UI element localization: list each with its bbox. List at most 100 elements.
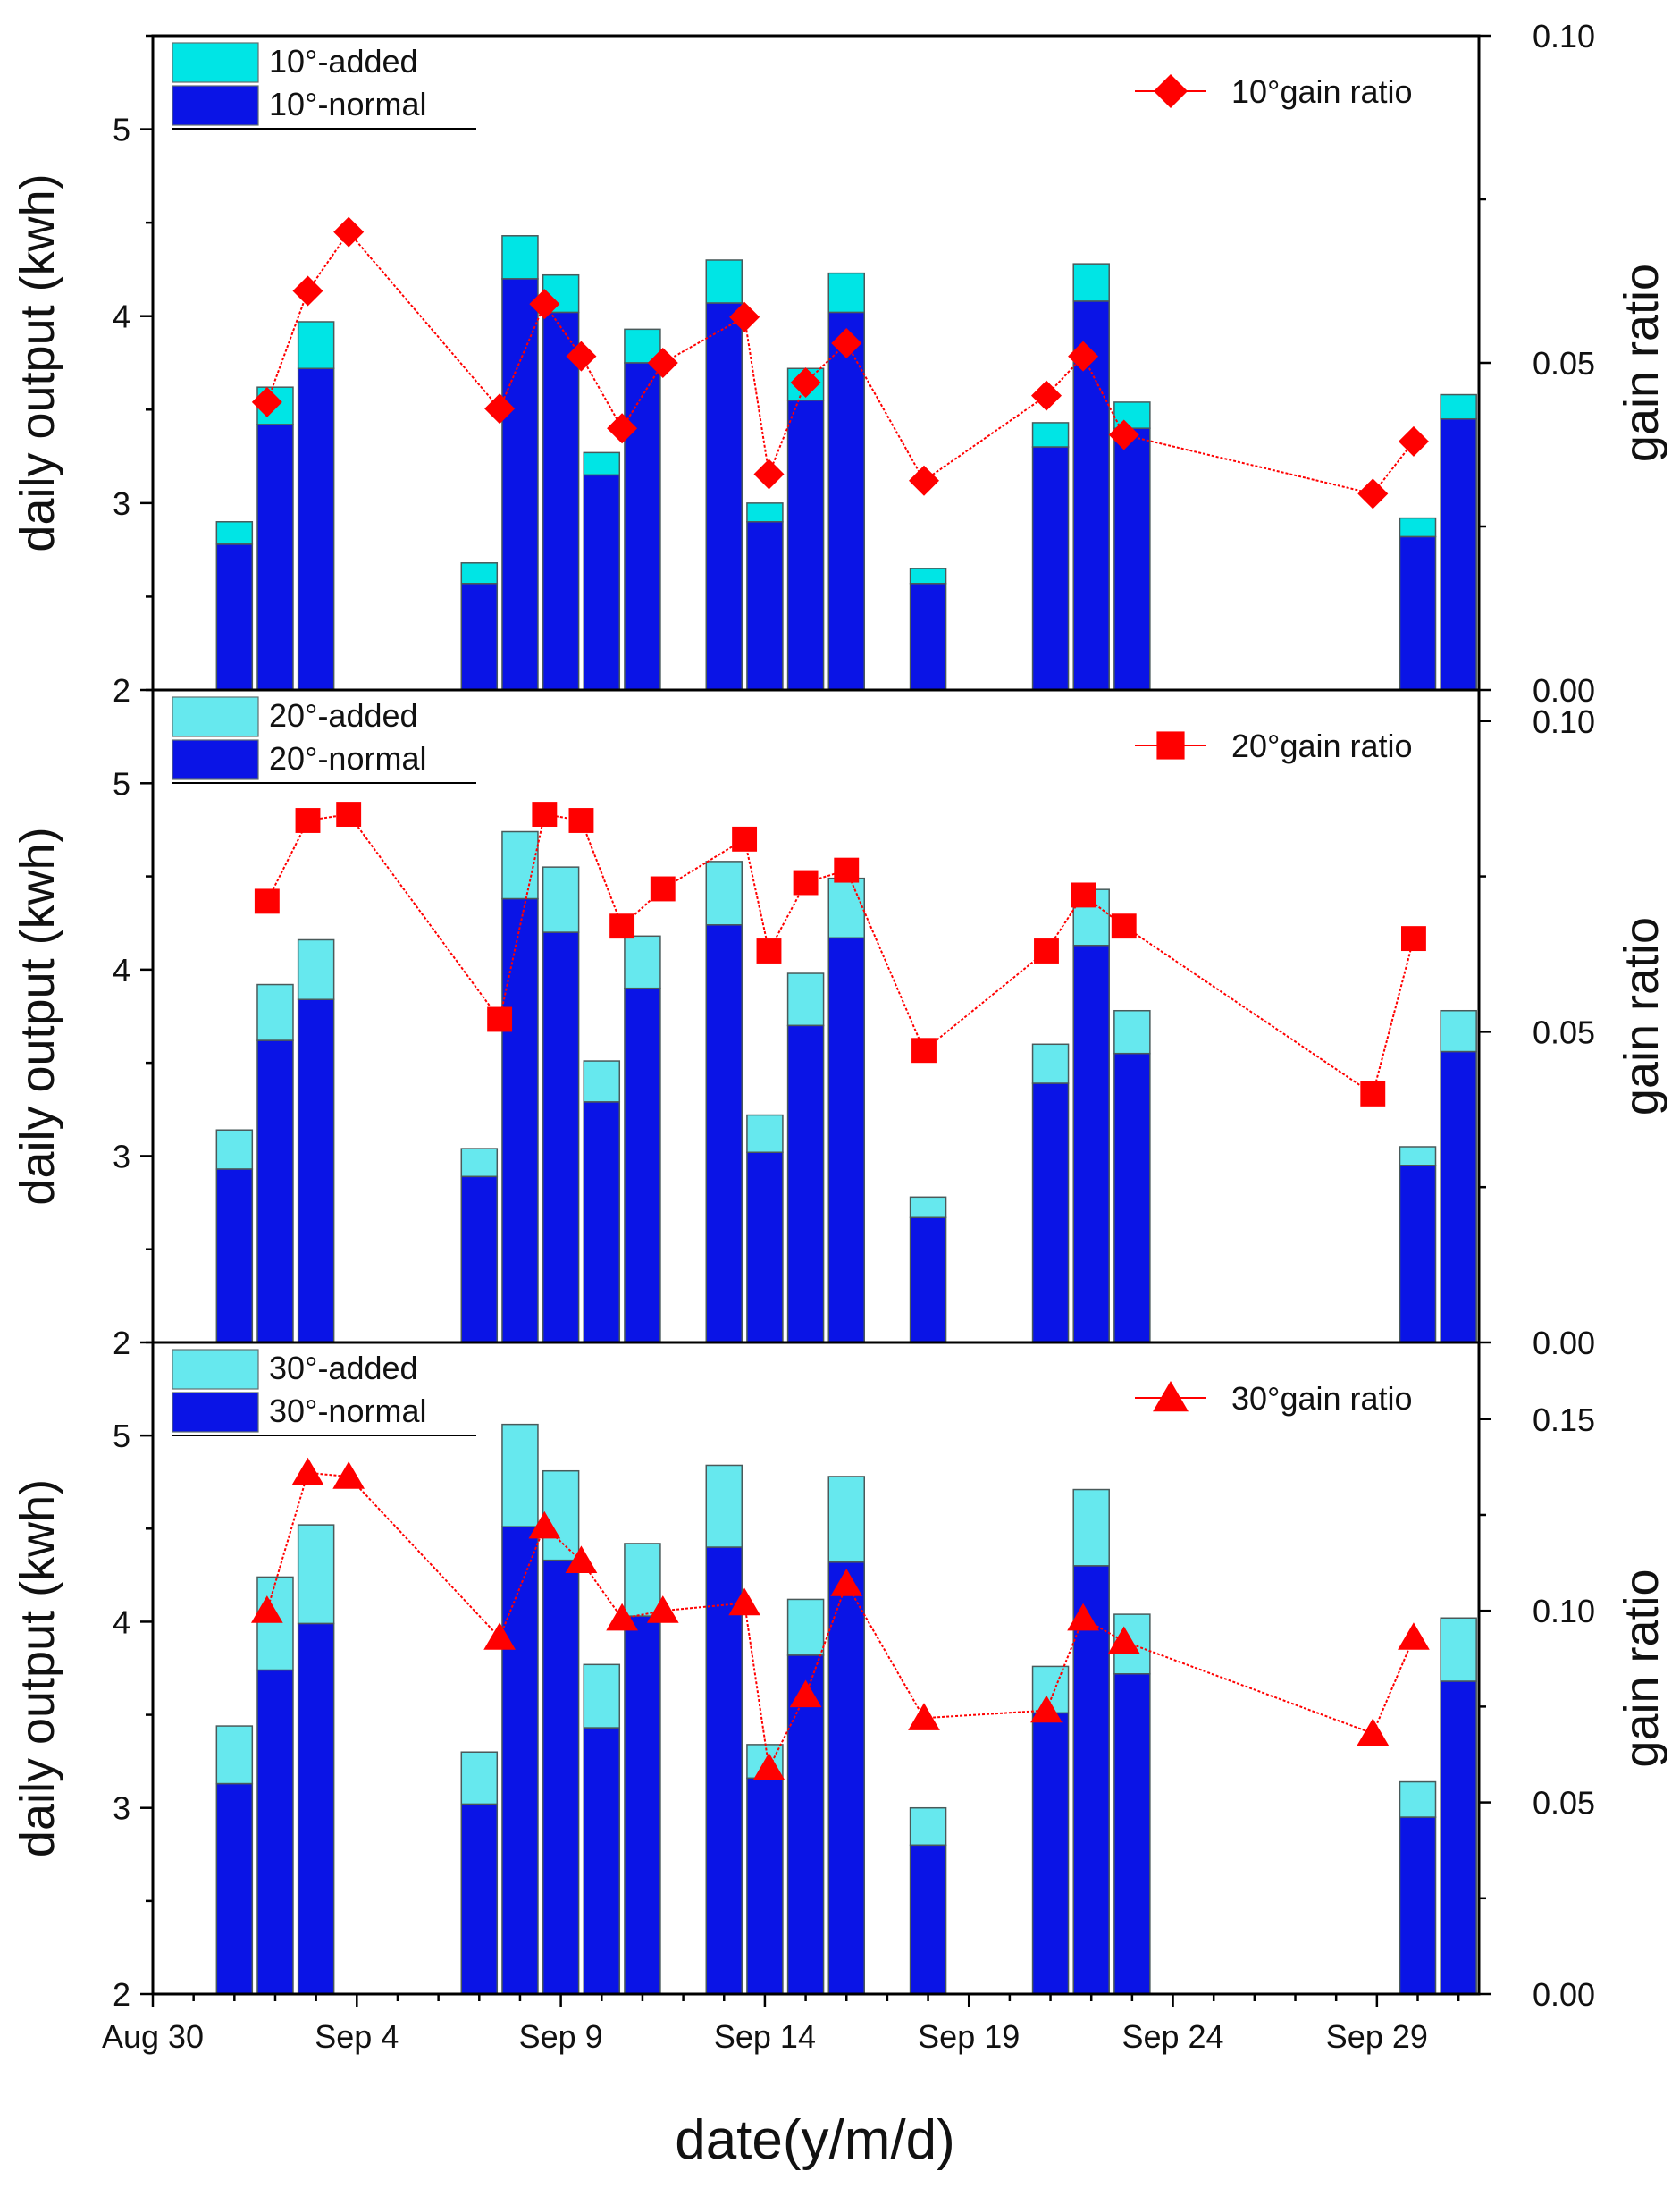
bar-normal-9 [746,521,784,691]
legend-label-ratio: 20°gain ratio [1231,728,1413,764]
bar-normal-17 [1440,1050,1477,1343]
legend-swatch-added [172,42,259,83]
gain-ratio-point-6 [607,413,638,444]
gain-ratio-point-11 [830,1569,863,1596]
bar-normal-16 [1399,1816,1437,1995]
bar-normal-15 [1113,427,1151,691]
chart-panel-1: 2 3 4 5 0.00 0.05 0.10 daily output (kwh) gain r… [11,18,1668,709]
gain-ratio-point-13 [1030,1695,1063,1723]
bar-normal-8 [705,302,743,691]
gain-ratio-point-16 [1357,1718,1390,1746]
bar-added-10 [786,972,825,1027]
gain-ratio-point-7 [647,348,678,378]
gain-ratio-point-16 [1360,1081,1386,1107]
gain-ratio-point-13 [1034,938,1059,964]
bar-added-0 [215,1129,254,1170]
bar-normal-3 [460,1803,499,1995]
bar-added-10 [786,1598,825,1656]
bar-normal-12 [909,1844,947,1995]
legend-swatch-normal [172,85,259,126]
bar-added-13 [1031,1043,1070,1084]
y2-axis-title: gain ratio [1615,264,1668,462]
gain-ratio-point-6 [609,913,635,939]
gain-ratio-point-1 [292,275,323,307]
bar-normal-12 [909,583,947,691]
bar-added-6 [583,1663,621,1729]
x-axis: Aug 30 Sep 4 Sep 9 Sep 14 Sep 19 Sep 24 Sep 29 [102,1994,1460,2055]
bar-added-13 [1031,422,1070,448]
gain-ratio-point-9 [756,938,782,964]
x-tick-label: Sep 14 [714,2018,816,2055]
bar-added-8 [705,861,743,926]
bar-normal-4 [501,1526,539,1995]
legend-swatch-normal [172,739,259,780]
bar-normal-0 [215,1782,254,1995]
legend-label-normal: 30°-normal [269,1393,426,1429]
bar-normal-0 [215,1168,254,1343]
bar-normal-5 [542,931,580,1343]
bar-normal-2 [297,1622,335,1995]
bar-added-5 [542,866,580,933]
bar-added-8 [705,259,743,304]
gain-ratio-point-5 [565,1545,598,1574]
bar-added-6 [583,451,621,476]
bar-normal-2 [297,367,335,691]
plot-frame [151,1341,1481,1996]
gain-ratio-point-10 [790,366,821,398]
gain-ratio-point-12 [909,465,940,496]
bar-added-8 [705,1464,743,1548]
gain-ratio-point-15 [1111,913,1137,939]
bar-series [215,235,1477,691]
bar-normal-0 [215,543,254,691]
bar-normal-10 [786,1654,825,1995]
legend-label-ratio: 30°gain ratio [1231,1380,1413,1417]
ratio-legend: 10°gain ratio [1135,73,1413,110]
y-axis-title: daily output (kwh) [11,173,64,551]
bar-normal-8 [705,1546,743,1995]
gain-ratio-point-4 [532,802,558,827]
bar-added-11 [827,1476,865,1563]
bar-added-17 [1440,1009,1477,1053]
gain-ratio-point-3 [483,1622,516,1650]
bar-normal-5 [542,311,580,691]
legend-swatch-normal [172,1392,259,1433]
y-tick-label: 2 [113,672,130,709]
bar-added-16 [1399,517,1437,538]
y2-tick-label: 0.15 [1533,1401,1595,1438]
bar-added-2 [297,1524,335,1625]
gain-ratio-point-10 [789,1679,822,1708]
gain-ratio-point-14 [1067,1603,1099,1631]
bar-added-11 [827,877,865,939]
gain-ratio-point-4 [529,289,560,320]
y-axis-title: daily output (kwh) [11,1479,64,1857]
bar-added-17 [1440,1617,1477,1682]
x-tick-label: Sep 29 [1326,2018,1428,2055]
gain-ratio-point-12 [911,1038,937,1064]
bar-added-7 [624,1543,661,1617]
bar-normal-3 [460,1175,499,1343]
gain-ratio-point-17 [1401,926,1426,952]
ratio-legend: 20°gain ratio [1135,728,1413,764]
x-tick-label: Sep 9 [519,2018,603,2055]
chart-panel-3: 2 3 4 5 0.00 0.05 0.10 0.15 daily output (kwh) ga… [11,1341,1668,2013]
chart-panel-2: 2 3 4 5 0.00 0.05 0.10 daily output (kwh) gain r… [11,688,1668,1361]
gain-ratio-point-5 [568,808,594,833]
bar-normal-8 [705,924,743,1343]
legend-swatch-added [172,696,259,737]
bar-normal-7 [624,987,661,1343]
gain-ratio-point-2 [333,216,365,248]
bar-normal-1 [256,424,294,691]
bar-added-1 [256,1576,294,1671]
gain-ratio-point-11 [831,328,862,359]
y-axis-title: daily output (kwh) [11,827,64,1205]
y-tick-label: 5 [113,765,130,802]
bar-added-0 [215,1725,254,1785]
gain-ratio-point-14 [1071,882,1096,908]
y-tick-label: 4 [113,299,130,335]
bar-series [215,830,1477,1343]
y2-tick-label: 0.00 [1533,672,1595,709]
gain-ratio-point-7 [646,1595,679,1623]
bar-added-6 [583,1060,621,1103]
y2-tick-label: 0.10 [1533,18,1595,55]
